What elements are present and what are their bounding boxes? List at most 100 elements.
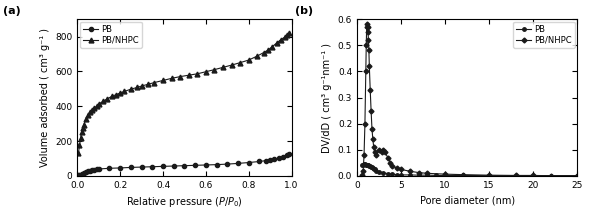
PB [170,165,177,167]
PB [95,168,102,170]
PB/NHPC [364,23,371,26]
PB/NHPC [378,151,385,154]
PB/NHPC [269,45,276,48]
PB/NHPC [368,128,375,130]
PB/NHPC [547,174,555,177]
Text: (b): (b) [295,6,312,16]
PB [433,174,440,177]
PB [159,165,167,168]
PB [87,169,94,172]
PB/NHPC [138,85,145,87]
PB/NHPC [89,109,96,111]
PB/NHPC [121,90,128,93]
PB/NHPC [512,174,519,177]
Text: (a): (a) [3,6,21,16]
PB/NHPC [84,114,92,117]
PB/NHPC [228,64,235,66]
PB [368,165,375,168]
PB/NHPC [530,174,537,177]
PB [415,174,422,176]
X-axis label: Relative pressure ($P/P_0$): Relative pressure ($P/P_0$) [126,195,243,209]
PB [256,160,263,163]
PB [406,174,414,176]
PB/NHPC [365,49,372,52]
PB [181,164,188,167]
PB/NHPC [364,31,371,33]
PB/NHPC [459,173,466,176]
PB/NHPC [76,144,83,147]
PB/NHPC [134,86,141,89]
PB/NHPC [273,42,280,44]
PB/NHPC [373,154,380,156]
Line: PB: PB [76,152,292,177]
PB [459,174,466,177]
PB [389,173,396,175]
PB/NHPC [277,38,284,41]
PB [76,173,83,176]
PB/NHPC [112,93,120,96]
PB/NHPC [387,162,394,164]
PB [373,169,380,172]
PB/NHPC [371,151,378,154]
PB [371,168,378,171]
PB/NHPC [370,146,377,148]
PB/NHPC [75,152,82,155]
PB/NHPC [367,88,374,91]
PB/NHPC [78,131,85,134]
PB/NHPC [281,36,289,38]
PB [117,167,124,169]
PB/NHPC [380,149,387,151]
PB [267,159,274,161]
PB [93,168,100,171]
PB [192,164,199,167]
X-axis label: Pore diameter (nm): Pore diameter (nm) [419,195,515,205]
PB [234,162,242,165]
PB [367,165,374,167]
PB/NHPC [127,88,134,91]
PB/NHPC [362,70,369,73]
PB/NHPC [91,107,98,109]
PB [530,174,537,177]
PB/NHPC [359,173,366,176]
PB/NHPC [375,149,383,151]
PB [574,174,581,177]
PB [375,170,383,173]
PB/NHPC [363,44,370,46]
PB [149,165,156,168]
Legend: PB, PB/NHPC: PB, PB/NHPC [80,22,142,48]
PB [370,167,377,170]
PB/NHPC [202,70,209,73]
Line: PB/NHPC: PB/NHPC [361,22,579,177]
PB/NHPC [260,51,267,54]
PB/NHPC [366,65,373,67]
PB/NHPC [574,174,581,177]
PB/NHPC [77,137,84,140]
PB/NHPC [168,77,175,80]
PB [202,164,209,166]
PB/NHPC [245,59,252,61]
PB/NHPC [359,169,367,172]
PB [365,164,372,166]
PB/NHPC [363,26,370,28]
PB/NHPC [151,81,158,84]
Line: PB: PB [361,163,579,177]
PB [224,163,231,165]
PB/NHPC [415,171,422,174]
PB/NHPC [145,83,152,86]
Y-axis label: Volume adsorbed ( cm³ g⁻¹ ): Volume adsorbed ( cm³ g⁻¹ ) [40,28,50,167]
PB/NHPC [365,39,372,41]
PB/NHPC [393,167,400,169]
PB/NHPC [286,32,293,35]
PB [245,161,252,164]
PB/NHPC [441,173,449,175]
Y-axis label: DV/dD ( cm³ g⁻¹nm⁻¹ ): DV/dD ( cm³ g⁻¹nm⁻¹ ) [322,43,332,152]
PB [127,166,134,169]
PB/NHPC [87,111,94,114]
PB [441,174,449,177]
PB [275,157,282,159]
PB [78,172,85,175]
PB [84,170,92,173]
PB [82,171,89,173]
PB [547,174,555,177]
PB [359,163,367,166]
